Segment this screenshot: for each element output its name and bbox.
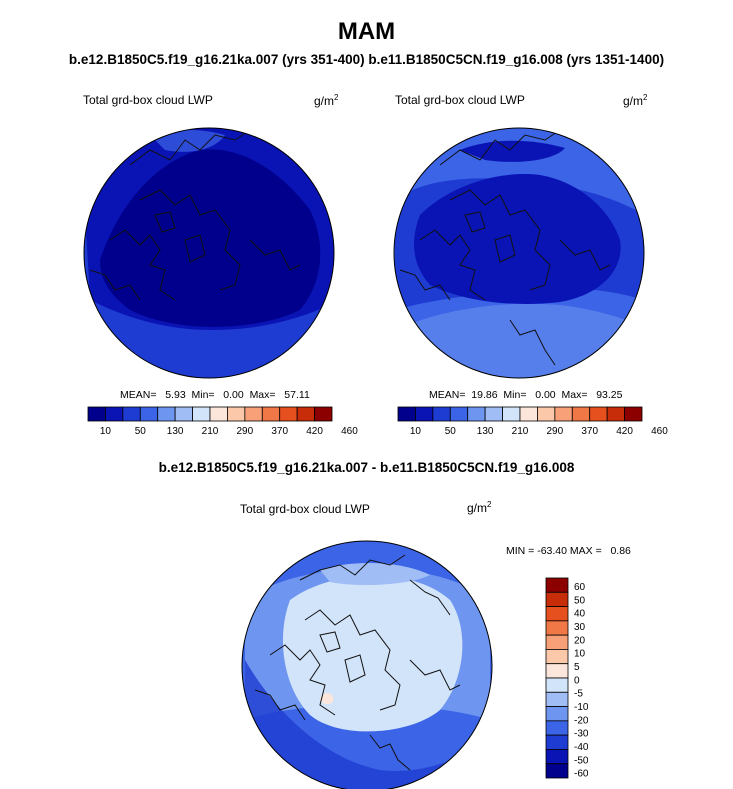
colorbar-swatch (545, 606, 569, 622)
colorbar-swatch (139, 406, 159, 422)
colorbar-swatch (244, 406, 263, 422)
colorbar-tick-label: 50 (135, 426, 147, 437)
colorbar-tick-label: 20 (574, 635, 586, 646)
colorbar-tick-label: 420 (306, 426, 323, 437)
panel3-stats: MIN = -63.40 MAX = 0.86 (506, 545, 631, 557)
colorbar-swatch (545, 620, 569, 636)
colorbar-tick-label: -30 (574, 729, 589, 740)
map-panel-2 (394, 128, 644, 378)
colorbar-tick-label: 5 (574, 662, 580, 673)
colorbar-tick-label: 290 (237, 426, 254, 437)
map-panel-3 (242, 541, 492, 789)
colorbar-swatch (545, 706, 569, 722)
colorbar-2: 10 50 130 210 290 370 420 460 (397, 406, 668, 437)
season-title: MAM (337, 18, 396, 45)
colorbar-swatch (279, 406, 298, 422)
map-outline-2 (393, 127, 645, 379)
colorbar-swatch (589, 406, 608, 422)
colorbar-swatch (606, 406, 625, 422)
colorbar-swatch (545, 720, 569, 736)
colorbar-swatch (192, 406, 211, 422)
map-panel-1 (84, 128, 334, 378)
colorbar-swatch (545, 663, 569, 679)
panel2-units: g/m2 (623, 93, 648, 108)
colorbar-tick-label: 130 (167, 426, 184, 437)
colorbar-tick-label: 460 (651, 426, 668, 437)
colorbar-tick-label: 40 (574, 609, 586, 620)
colorbar-tick-label: 370 (581, 426, 598, 437)
panel1-variable-label: Total grd-box cloud LWP (83, 93, 213, 107)
colorbar-tick-label: 420 (616, 426, 633, 437)
colorbar-swatch (227, 406, 246, 422)
colorbar-tick-label: -5 (574, 689, 583, 700)
colorbar-swatch (397, 406, 416, 422)
colorbar-tick-label: 50 (445, 426, 457, 437)
colorbar-swatch (415, 406, 434, 422)
colorbar-swatch (545, 591, 569, 607)
colorbar-swatch (174, 406, 193, 422)
colorbar-swatch (502, 406, 521, 422)
panel1-units: g/m2 (314, 93, 339, 108)
colorbar-tick-label: 460 (341, 426, 358, 437)
colorbar-swatch (545, 691, 569, 707)
colorbar-swatch (545, 634, 569, 650)
panel2-variable-label: Total grd-box cloud LWP (395, 93, 525, 107)
colorbar-swatch (261, 406, 281, 422)
colorbar-swatch (545, 649, 569, 665)
colorbar-swatch (624, 406, 643, 422)
colorbar-swatch (545, 677, 569, 693)
colorbar-swatch (105, 406, 124, 422)
colorbar-swatch (545, 749, 569, 765)
colorbar-swatch (545, 763, 569, 779)
colorbar-tick-label: 60 (574, 582, 586, 593)
panel2-stats: MEAN= 19.86 Min= 0.00 Max= 93.25 (429, 389, 623, 401)
map-outline-1 (83, 127, 335, 379)
panel3-units: g/m2 (467, 500, 492, 515)
colorbar-swatch (87, 406, 106, 422)
colorbar-swatch (571, 406, 591, 422)
colorbar-tick-label: 10 (100, 426, 112, 437)
colorbar-swatch (545, 577, 569, 593)
colorbar-tick-label: 290 (547, 426, 564, 437)
colorbar-swatch (537, 406, 556, 422)
colorbar-tick-label: 370 (271, 426, 288, 437)
colorbar-tick-label: 30 (574, 622, 586, 633)
colorbar-swatch (554, 406, 573, 422)
colorbar-tick-label: -10 (574, 702, 589, 713)
colorbar-swatch (519, 406, 538, 422)
colorbar-tick-label: 210 (512, 426, 529, 437)
colorbar-tick-label: 210 (202, 426, 219, 437)
colorbar-1: 10 50 130 210 290 370 420 460 (87, 406, 358, 437)
colorbar-swatch (314, 406, 333, 422)
difference-title: b.e12.B1850C5.f19_g16.21ka.007 - b.e11.B… (158, 460, 575, 475)
colorbar-tick-label: -20 (574, 715, 589, 726)
colorbar-swatch (545, 734, 569, 750)
case-title: b.e12.B1850C5.f19_g16.21ka.007 (yrs 351-… (68, 52, 665, 67)
colorbar-swatch (122, 406, 141, 422)
colorbar-swatch (209, 406, 228, 422)
panel1-stats: MEAN= 5.93 Min= 0.00 Max= 57.11 (120, 389, 310, 401)
colorbar-tick-label: 50 (574, 595, 586, 606)
map-outline-3 (241, 540, 493, 789)
colorbar-swatch (296, 406, 315, 422)
colorbar-swatch (467, 406, 486, 422)
colorbar-tick-label: 130 (477, 426, 494, 437)
colorbar-tick-label: 10 (410, 426, 422, 437)
colorbar-swatch (484, 406, 503, 422)
panel3-variable-label: Total grd-box cloud LWP (240, 502, 370, 516)
colorbar-tick-label: 10 (574, 649, 586, 660)
colorbar-tick-label: -40 (574, 742, 589, 753)
colorbar-swatch (432, 406, 451, 422)
coastlines-2 (399, 129, 611, 366)
colorbar-tick-label: 0 (574, 675, 580, 686)
colorbar-tick-label: -50 (574, 755, 589, 766)
colorbar-tick-label: -60 (574, 769, 589, 780)
colorbar-swatch (449, 406, 469, 422)
coastlines-3 (254, 554, 461, 771)
colorbar-swatch (157, 406, 176, 422)
